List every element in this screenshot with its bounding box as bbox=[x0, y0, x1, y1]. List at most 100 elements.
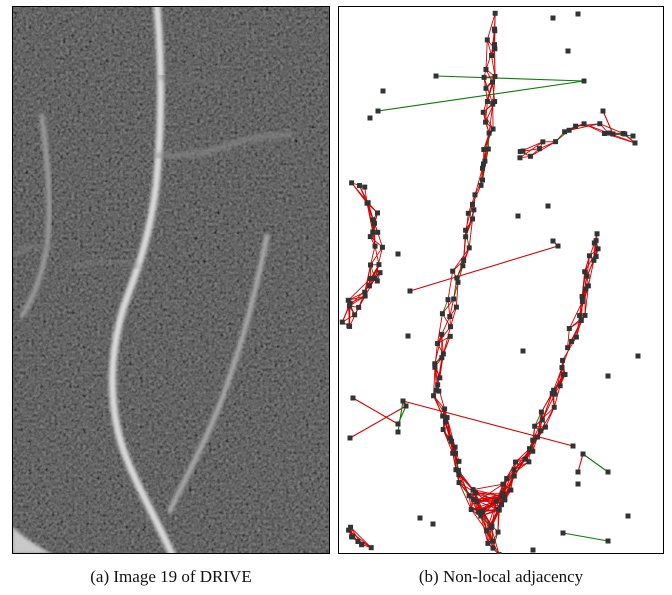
nonlocal-edge bbox=[450, 306, 457, 327]
graph-node bbox=[537, 146, 543, 152]
graph-node bbox=[550, 238, 556, 244]
graph-node bbox=[562, 129, 568, 135]
graph-node bbox=[579, 293, 585, 299]
graph-node bbox=[485, 540, 491, 546]
graph-node bbox=[483, 119, 489, 125]
nonlocal-edge bbox=[402, 400, 574, 447]
graph-node bbox=[517, 155, 523, 161]
graph-node bbox=[540, 139, 546, 145]
graph-node bbox=[593, 254, 599, 260]
graph-node bbox=[350, 395, 356, 401]
graph-node bbox=[465, 210, 471, 216]
graph-node bbox=[580, 451, 586, 457]
nonlocal-edge bbox=[465, 218, 473, 237]
graph-node bbox=[370, 229, 376, 235]
nonlocal-edge bbox=[349, 405, 407, 439]
graph-node bbox=[538, 409, 544, 415]
subfigure-a-retinal-image bbox=[12, 6, 330, 554]
graph-node bbox=[500, 481, 506, 487]
nonlocal-edge bbox=[485, 101, 488, 123]
graph-node bbox=[565, 345, 571, 351]
graph-node bbox=[496, 552, 502, 554]
graph-node bbox=[437, 375, 443, 381]
nonlocal-edge bbox=[447, 271, 454, 300]
nonlocal-edge bbox=[586, 260, 595, 277]
nonlocal-edge bbox=[488, 104, 494, 134]
graph-node bbox=[440, 427, 446, 433]
graph-node bbox=[473, 490, 479, 496]
graph-node bbox=[463, 227, 469, 233]
graph-node bbox=[594, 231, 600, 237]
graph-node bbox=[491, 42, 497, 48]
graph-node bbox=[456, 480, 462, 486]
nonlocal-edge bbox=[490, 501, 497, 528]
nonlocal-edge bbox=[442, 326, 451, 354]
graph-node bbox=[348, 524, 354, 530]
vessel-left-twig bbox=[12, 243, 49, 258]
graph-node bbox=[500, 490, 506, 496]
local-edge bbox=[562, 532, 609, 542]
graph-node bbox=[480, 109, 486, 115]
nonlocal-edge bbox=[586, 255, 590, 277]
graph-node bbox=[530, 437, 536, 443]
graph-node bbox=[362, 184, 368, 190]
graph-node bbox=[375, 210, 381, 216]
nonlocal-edge bbox=[486, 13, 496, 41]
graph-node bbox=[597, 121, 603, 127]
nonlocal-edge bbox=[433, 367, 436, 396]
graph-node bbox=[471, 207, 477, 213]
graph-node bbox=[447, 333, 453, 339]
graph-node bbox=[575, 11, 581, 17]
graph-node bbox=[515, 213, 521, 219]
graph-node bbox=[362, 289, 368, 295]
graph-node bbox=[466, 245, 472, 251]
caption-a-text: Image 19 of DRIVE bbox=[113, 567, 252, 586]
nonlocal-edge bbox=[373, 223, 376, 247]
nonlocal-edge bbox=[539, 141, 556, 150]
subfigure-b-adjacency-graph bbox=[338, 6, 664, 554]
graph-node bbox=[395, 421, 401, 427]
graph-node bbox=[450, 450, 456, 456]
graph-node bbox=[470, 487, 476, 493]
nonlocal-edge bbox=[348, 529, 372, 549]
graph-node bbox=[577, 313, 583, 319]
graph-node bbox=[432, 361, 438, 367]
nonlocal-edge bbox=[455, 282, 459, 308]
graph-node bbox=[560, 357, 566, 363]
nonlocal-edge bbox=[475, 492, 503, 497]
nonlocal-edge bbox=[370, 246, 376, 266]
graph-node bbox=[481, 74, 487, 80]
graph-node bbox=[475, 509, 481, 515]
local-edge bbox=[453, 282, 459, 300]
graph-node bbox=[345, 297, 351, 303]
nonlocal-edge bbox=[474, 168, 483, 195]
graph-node bbox=[430, 521, 436, 527]
graph-node bbox=[493, 498, 499, 504]
nonlocal-edge bbox=[476, 483, 504, 502]
graph-node bbox=[557, 383, 563, 389]
graph-node bbox=[355, 538, 361, 544]
graph-node bbox=[450, 268, 456, 274]
local-edge bbox=[582, 453, 609, 473]
graph-node bbox=[499, 502, 505, 508]
graph-node bbox=[455, 467, 461, 473]
graph-node bbox=[449, 438, 455, 444]
graph-node bbox=[466, 493, 472, 499]
graph-node bbox=[492, 99, 498, 105]
graph-node bbox=[480, 177, 486, 183]
graph-node bbox=[513, 459, 519, 465]
local-edge bbox=[377, 80, 585, 112]
caption-a: (a) Image 19 of DRIVE bbox=[12, 567, 330, 587]
graph-node bbox=[559, 365, 565, 371]
graph-nodes bbox=[339, 10, 641, 554]
graph-node bbox=[483, 85, 489, 91]
graph-node bbox=[454, 275, 460, 281]
graph-node bbox=[511, 473, 517, 479]
nonlocal-edge bbox=[492, 531, 499, 549]
graph-node bbox=[395, 251, 401, 257]
graph-node bbox=[468, 507, 474, 513]
graph-node bbox=[602, 130, 608, 136]
graph-node bbox=[530, 547, 536, 553]
local-edge bbox=[397, 400, 404, 433]
graph-node bbox=[490, 79, 496, 85]
